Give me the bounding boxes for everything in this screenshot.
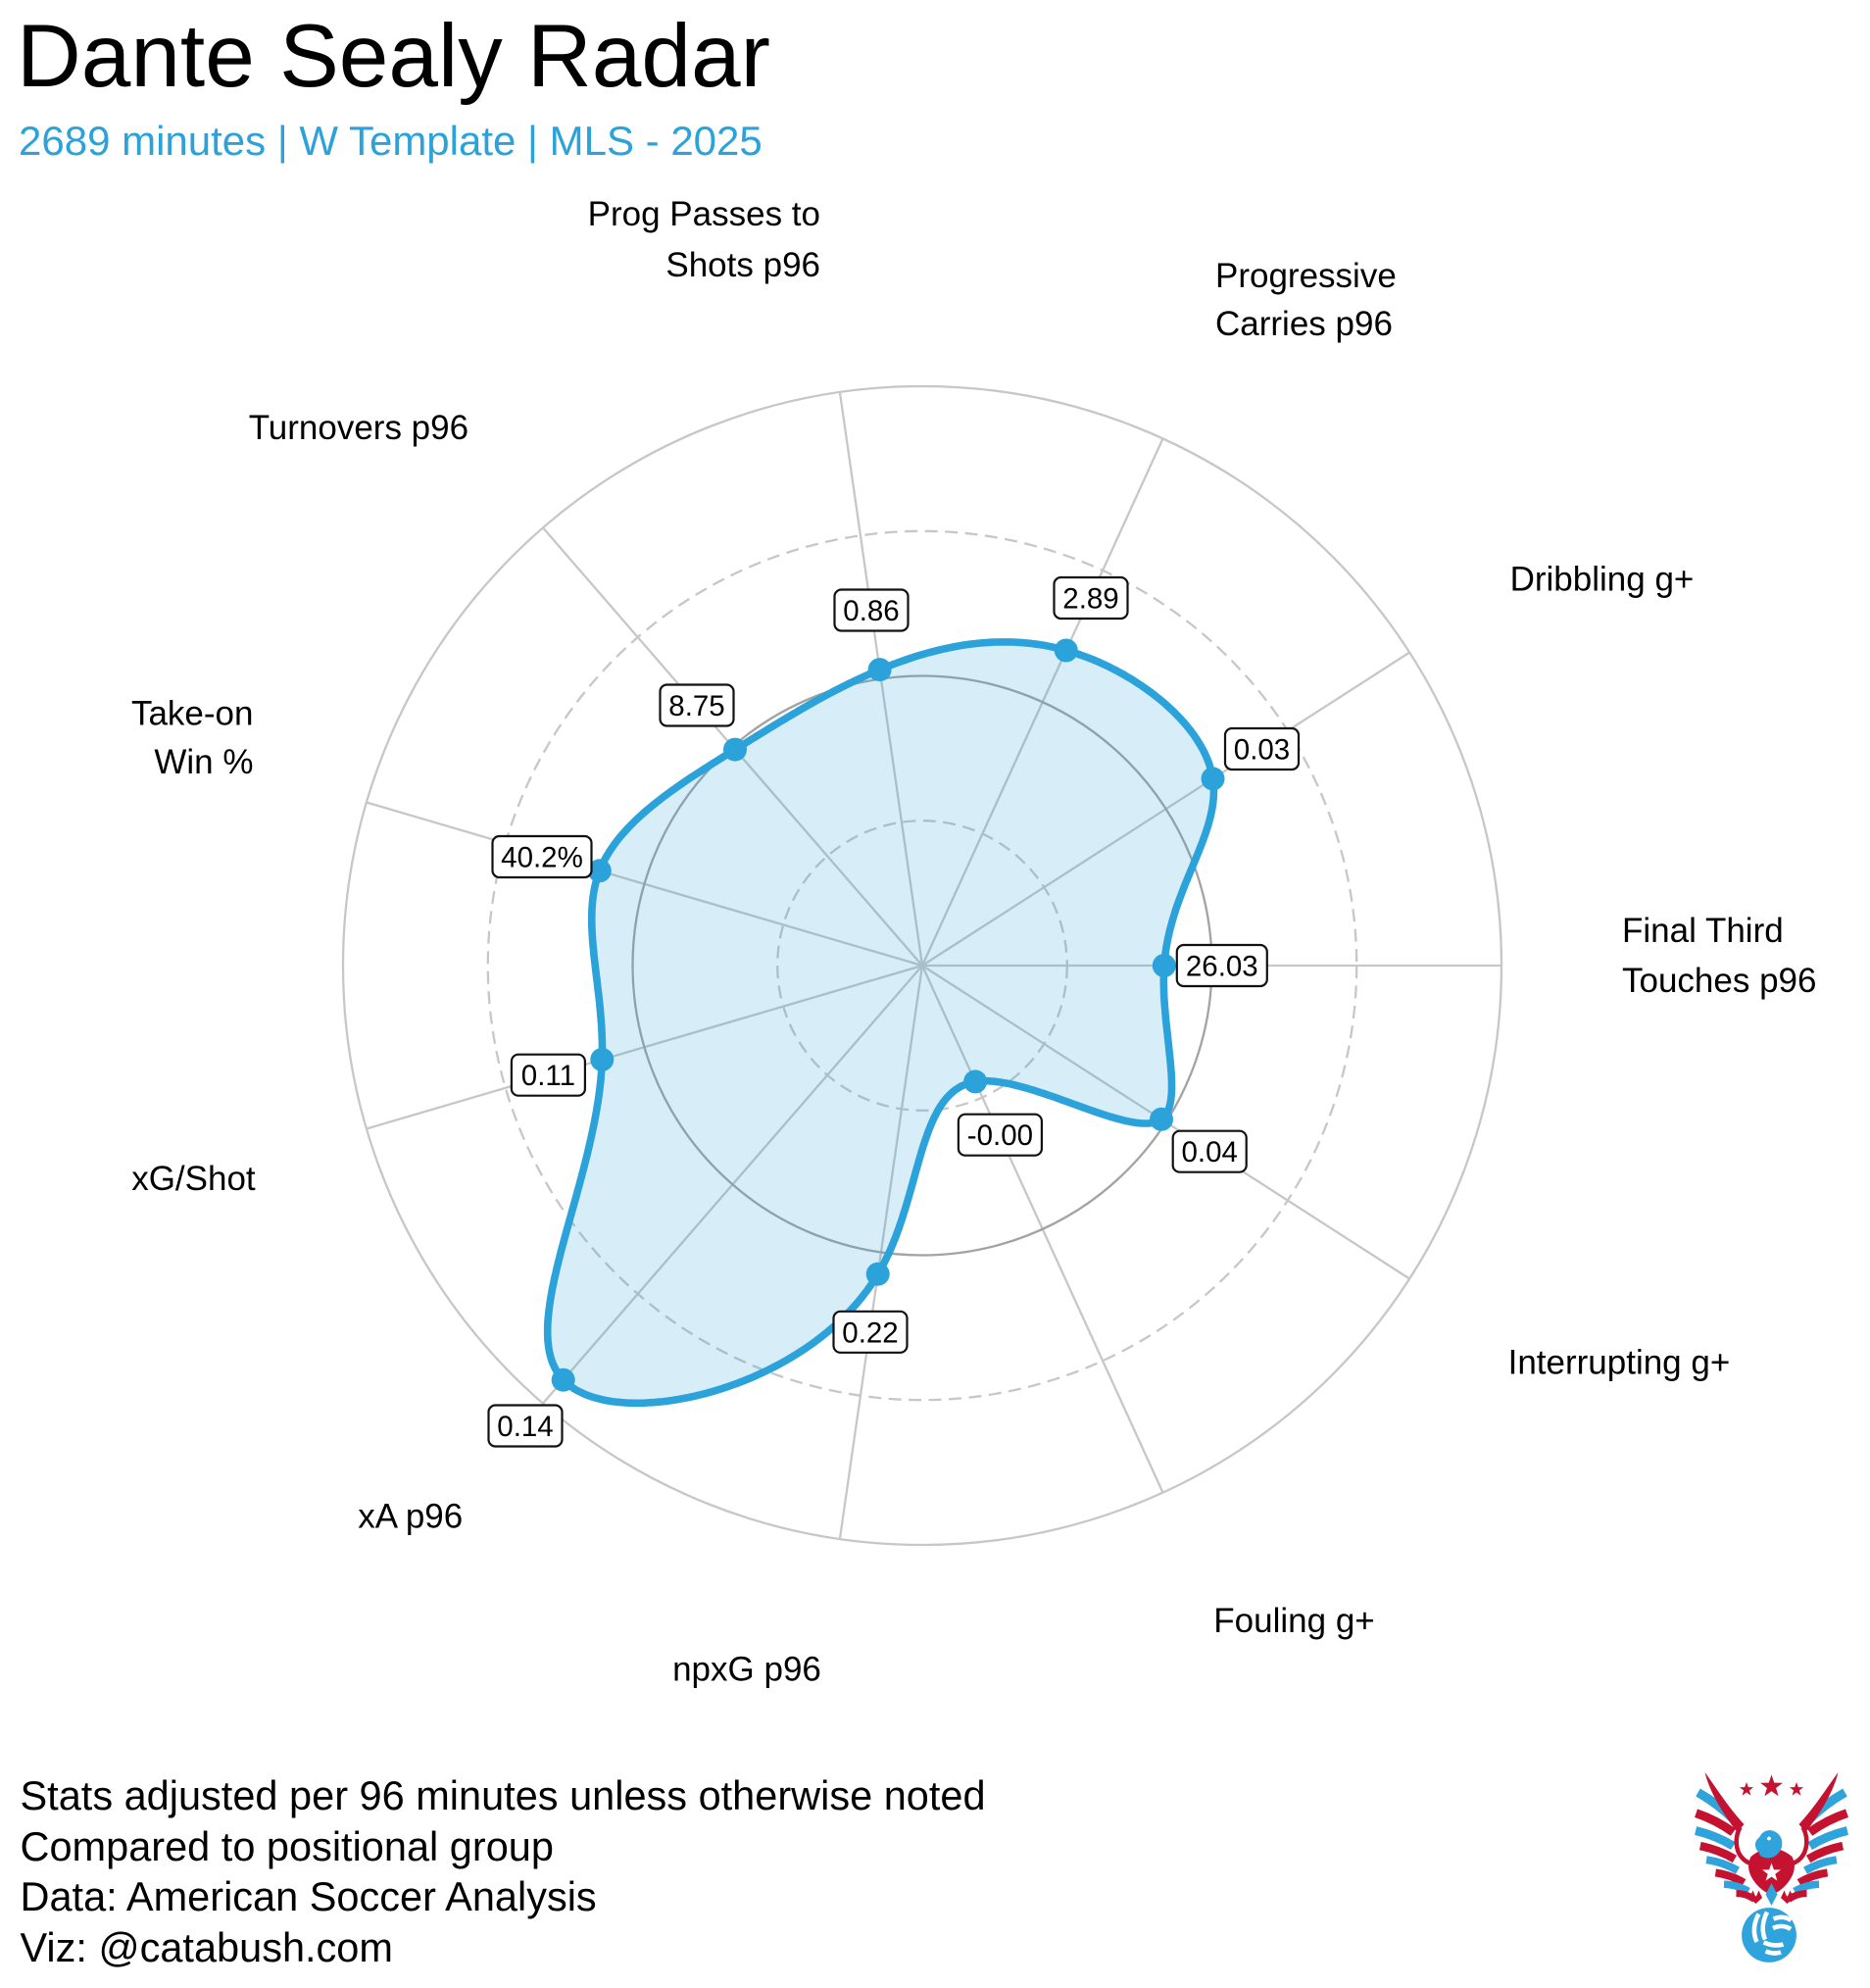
svg-text:Final Third: Final Third [1622,912,1784,950]
svg-text:2689 minutes | W Template | ML: 2689 minutes | W Template | MLS - 2025 [19,118,763,164]
svg-text:Dribbling g+: Dribbling g+ [1510,561,1695,599]
svg-text:Stats adjusted per 96 minutes: Stats adjusted per 96 minutes unless oth… [21,1772,986,1818]
svg-text:0.04: 0.04 [1181,1136,1237,1168]
svg-text:2.89: 2.89 [1062,583,1118,616]
svg-text:Progressive: Progressive [1215,257,1397,295]
svg-text:Turnovers p96: Turnovers p96 [249,409,468,447]
svg-text:40.2%: 40.2% [501,842,583,874]
svg-text:0.03: 0.03 [1234,734,1290,767]
svg-text:0.14: 0.14 [497,1411,553,1443]
svg-text:Interrupting g+: Interrupting g+ [1508,1344,1731,1382]
svg-text:Fouling g+: Fouling g+ [1213,1602,1374,1640]
svg-text:Carries p96: Carries p96 [1215,305,1393,343]
svg-text:26.03: 26.03 [1186,951,1258,983]
svg-text:Compared to positional group: Compared to positional group [21,1823,554,1869]
svg-text:Shots p96: Shots p96 [665,246,820,284]
svg-text:8.75: 8.75 [668,690,724,722]
svg-text:Touches p96: Touches p96 [1622,962,1816,1000]
svg-text:Take-on: Take-on [131,695,254,733]
svg-text:Data: American Soccer Analysis: Data: American Soccer Analysis [21,1873,597,1919]
svg-text:-0.00: -0.00 [967,1119,1033,1152]
svg-text:Prog Passes to: Prog Passes to [588,195,820,233]
svg-text:Dante Sealy Radar: Dante Sealy Radar [17,7,770,106]
svg-text:0.22: 0.22 [842,1317,898,1349]
svg-text:0.86: 0.86 [843,595,899,627]
svg-text:xA p96: xA p96 [358,1498,463,1536]
svg-text:Win %: Win % [154,743,253,781]
svg-text:0.11: 0.11 [521,1060,575,1092]
svg-text:xG/Shot: xG/Shot [131,1160,256,1198]
svg-text:Viz: @catabush.com: Viz: @catabush.com [21,1924,393,1970]
svg-text:npxG p96: npxG p96 [672,1651,821,1689]
